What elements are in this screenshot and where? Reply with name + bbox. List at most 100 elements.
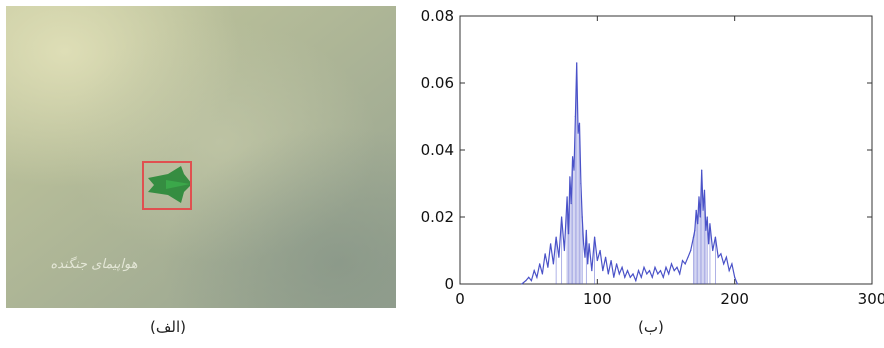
data-point (547, 266, 549, 268)
data-point (632, 273, 634, 275)
data-point (573, 169, 575, 171)
data-point (692, 236, 695, 238)
data-point (578, 122, 581, 124)
data-point (528, 276, 530, 278)
x-tick-label: 200 (720, 290, 749, 305)
y-tick-label: 0.04 (421, 141, 454, 159)
data-point (607, 273, 609, 275)
data-point (533, 270, 535, 272)
data-point (624, 276, 626, 278)
data-point (588, 243, 590, 245)
data-point (563, 249, 565, 252)
data-point (572, 156, 574, 158)
data-point (701, 169, 703, 171)
data-point (651, 276, 653, 278)
data-point (561, 216, 563, 218)
data-point (670, 263, 673, 265)
data-point (698, 196, 700, 198)
data-point (584, 256, 586, 258)
y-tick-label: 0.08 (421, 7, 454, 25)
y-tick-label: 0 (444, 275, 454, 293)
data-point (570, 203, 572, 205)
data-point (536, 276, 538, 278)
data-point (684, 263, 686, 265)
data-point (615, 263, 618, 265)
data-point (705, 229, 707, 231)
data-point (690, 249, 692, 252)
data-point (626, 270, 629, 272)
data-point (687, 256, 689, 258)
data-point (576, 62, 578, 64)
data-point (574, 115, 576, 118)
data-point (580, 182, 582, 185)
data-point (728, 270, 730, 272)
data-point (696, 223, 699, 225)
data-point (712, 249, 714, 252)
data-point (610, 259, 612, 262)
data-point (569, 176, 571, 178)
data-point (665, 266, 667, 268)
data-point (699, 216, 701, 218)
data-point (567, 233, 570, 235)
fighter-jet-icon (148, 166, 192, 203)
data-point (555, 236, 557, 238)
data-point (706, 216, 708, 218)
y-tick-label: 0.06 (421, 74, 454, 92)
data-point (709, 223, 711, 225)
data-point (694, 229, 696, 231)
caption-panel-b: (ب) (638, 318, 664, 336)
aircraft-photo-panel: هواپیمای جنگنده (6, 6, 396, 308)
data-point (541, 273, 543, 275)
data-point (679, 273, 681, 275)
data-point (596, 259, 598, 262)
data-point (731, 263, 733, 265)
data-point (591, 270, 593, 272)
aircraft-photo: هواپیمای جنگنده (6, 6, 396, 308)
data-point (587, 263, 589, 265)
data-point (640, 276, 642, 278)
data-point (525, 280, 527, 282)
data-point (714, 236, 717, 238)
data-point (558, 256, 560, 258)
data-point (707, 243, 710, 245)
data-point (629, 276, 631, 278)
data-point (662, 276, 664, 278)
data-point (695, 209, 697, 211)
data-point (566, 196, 568, 198)
data-point (602, 270, 604, 272)
data-point (734, 276, 736, 278)
data-point (673, 270, 675, 272)
histogram-chart: 0 100 200 300 0 0.02 0.04 0.06 0.08 (421, 7, 884, 305)
detection-box (142, 161, 192, 210)
data-point (723, 263, 725, 265)
data-point (577, 132, 579, 134)
data-point (717, 256, 719, 258)
data-point (599, 249, 601, 252)
data-point (702, 209, 704, 211)
x-tick-label: 100 (583, 290, 612, 305)
x-tick-label: 0 (455, 290, 465, 305)
plot-frame (459, 15, 873, 285)
data-point (581, 216, 583, 218)
data-point (544, 253, 546, 255)
data-point (635, 280, 637, 282)
data-point (585, 229, 587, 231)
data-point (659, 270, 662, 272)
data-point (550, 243, 552, 245)
data-point (521, 283, 523, 285)
data-point (552, 263, 554, 265)
watermark-text: هواپیمای جنگنده (50, 256, 137, 272)
chart-axes: 0 100 200 300 0 0.02 0.04 0.06 0.08 (421, 7, 884, 305)
chart-series (521, 62, 739, 285)
data-point (668, 273, 670, 275)
caption-panel-a: (الف) (150, 318, 186, 336)
data-point (648, 270, 651, 272)
data-point (593, 236, 596, 238)
data-point (736, 283, 739, 285)
data-point (720, 253, 722, 255)
data-point (725, 256, 728, 258)
data-point (621, 266, 623, 268)
data-point (657, 273, 659, 275)
y-tick-label: 0.02 (421, 208, 454, 226)
data-point (613, 276, 615, 278)
